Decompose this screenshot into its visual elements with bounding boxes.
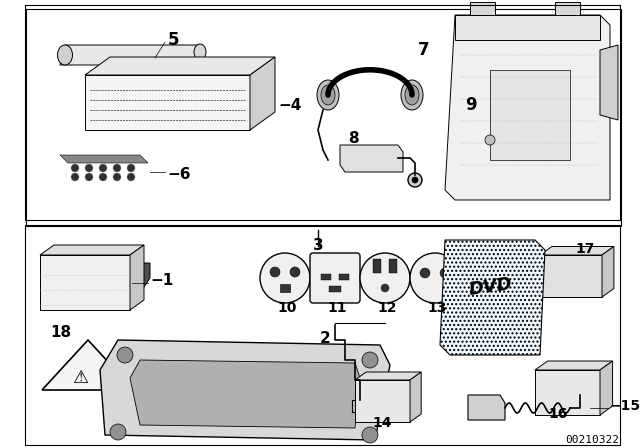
Text: −4: −4: [278, 98, 301, 113]
Circle shape: [113, 173, 121, 181]
Polygon shape: [355, 372, 421, 380]
Polygon shape: [340, 145, 403, 172]
Polygon shape: [355, 380, 410, 422]
Circle shape: [85, 173, 93, 181]
Polygon shape: [100, 340, 390, 440]
Circle shape: [117, 347, 133, 363]
Text: 12: 12: [377, 301, 397, 315]
Text: 3: 3: [313, 238, 324, 253]
Text: ⚠: ⚠: [72, 369, 88, 387]
Polygon shape: [42, 340, 134, 390]
Circle shape: [440, 268, 450, 278]
Circle shape: [85, 164, 93, 172]
Text: 16: 16: [548, 407, 568, 421]
Bar: [280, 284, 290, 292]
Polygon shape: [410, 372, 421, 422]
Polygon shape: [130, 245, 144, 310]
Bar: [490, 70, 570, 160]
Text: 18: 18: [50, 325, 71, 340]
Polygon shape: [535, 370, 600, 415]
Circle shape: [410, 253, 460, 303]
Polygon shape: [540, 255, 602, 297]
Polygon shape: [60, 45, 200, 65]
Polygon shape: [600, 361, 612, 415]
Polygon shape: [470, 2, 495, 15]
Text: 11: 11: [327, 301, 346, 315]
Circle shape: [362, 427, 378, 443]
Text: 14: 14: [372, 416, 392, 430]
Circle shape: [110, 424, 126, 440]
Polygon shape: [440, 240, 545, 355]
Polygon shape: [352, 400, 368, 412]
Polygon shape: [130, 360, 360, 428]
Bar: [339, 274, 349, 280]
Polygon shape: [468, 395, 505, 420]
Polygon shape: [40, 255, 130, 310]
Circle shape: [360, 253, 410, 303]
Circle shape: [113, 164, 121, 172]
Polygon shape: [60, 155, 148, 163]
Circle shape: [99, 173, 107, 181]
Circle shape: [408, 173, 422, 187]
Text: 00210322: 00210322: [565, 435, 619, 445]
Circle shape: [127, 173, 135, 181]
Bar: [321, 274, 331, 280]
Polygon shape: [445, 15, 610, 200]
Polygon shape: [85, 75, 250, 130]
Text: −15: −15: [610, 399, 640, 413]
Ellipse shape: [317, 80, 339, 110]
Bar: [329, 286, 341, 292]
Bar: [373, 259, 381, 273]
Circle shape: [412, 177, 418, 183]
Circle shape: [381, 284, 389, 292]
Text: 9: 9: [465, 96, 477, 114]
Circle shape: [127, 164, 135, 172]
Text: DVD: DVD: [468, 275, 514, 299]
Circle shape: [485, 135, 495, 145]
Circle shape: [362, 352, 378, 368]
Bar: [389, 259, 397, 273]
Polygon shape: [540, 246, 614, 255]
Polygon shape: [535, 361, 612, 370]
Ellipse shape: [401, 80, 423, 110]
Polygon shape: [576, 388, 590, 395]
Polygon shape: [40, 245, 144, 255]
Text: −1: −1: [150, 273, 173, 288]
Ellipse shape: [405, 85, 419, 105]
Text: 8: 8: [348, 131, 358, 146]
Text: 13: 13: [427, 301, 446, 315]
FancyBboxPatch shape: [310, 253, 360, 303]
Polygon shape: [602, 246, 614, 297]
Text: 5: 5: [168, 31, 179, 49]
Bar: [26, 9, 621, 226]
Polygon shape: [85, 57, 275, 75]
Circle shape: [71, 173, 79, 181]
Polygon shape: [555, 2, 580, 15]
Polygon shape: [60, 263, 150, 293]
Circle shape: [71, 164, 79, 172]
Text: 7: 7: [418, 41, 429, 59]
Ellipse shape: [194, 44, 206, 60]
Text: 2: 2: [320, 331, 331, 346]
Text: 17: 17: [575, 242, 595, 256]
Circle shape: [260, 253, 310, 303]
Polygon shape: [455, 15, 600, 40]
Circle shape: [270, 267, 280, 277]
Polygon shape: [600, 45, 618, 120]
Circle shape: [290, 267, 300, 277]
Ellipse shape: [58, 45, 72, 65]
Polygon shape: [250, 57, 275, 130]
Text: −6: −6: [167, 167, 191, 181]
Ellipse shape: [321, 85, 335, 105]
Text: 10: 10: [277, 301, 296, 315]
Circle shape: [99, 164, 107, 172]
Circle shape: [420, 268, 430, 278]
